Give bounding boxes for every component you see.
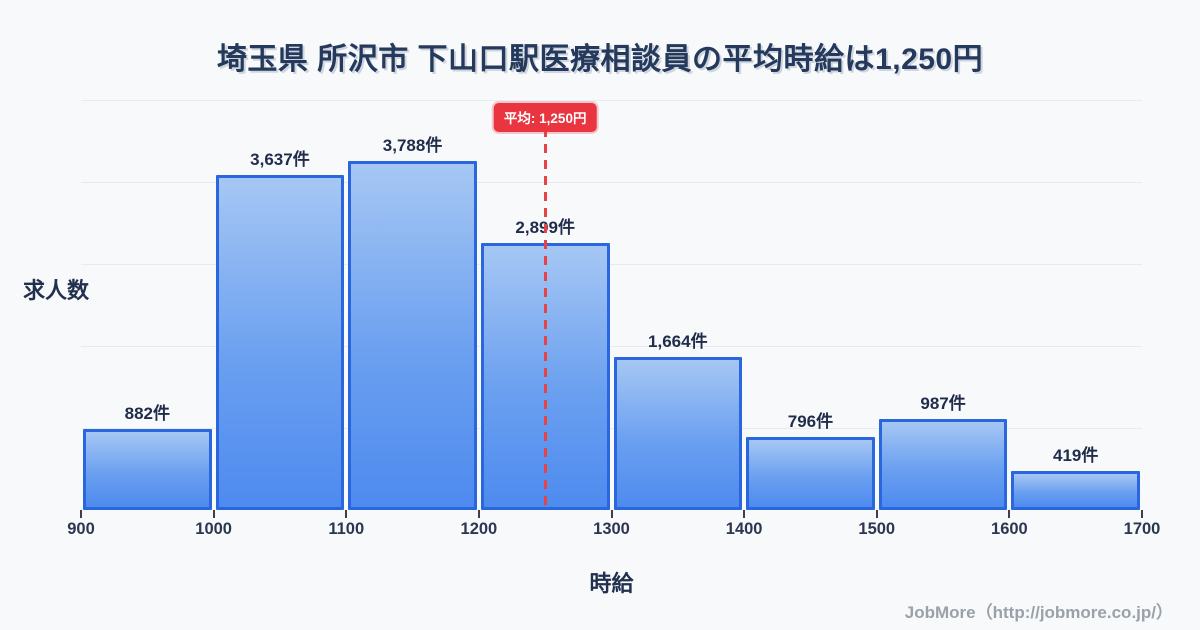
tick-label-1500: 1500 (858, 520, 896, 538)
bar-1300 (613, 356, 743, 510)
tick-mark-1600 (1008, 510, 1011, 518)
gridline (81, 182, 1142, 183)
bar-value-label: 3,788件 (382, 136, 443, 155)
bar-value-label: 3,637件 (250, 149, 310, 169)
bar-1500 (878, 419, 1008, 510)
tick-mark-1400 (743, 510, 746, 518)
tick-label-1300: 1300 (593, 520, 630, 538)
tick-label-1700: 1700 (1123, 520, 1161, 538)
gridline (81, 264, 1142, 265)
y-axis-label: 求人数 (23, 278, 90, 303)
bar-1600 (1011, 471, 1140, 510)
bar-value-label: 1,664件 (648, 331, 708, 351)
bar-1100 (348, 161, 477, 510)
x-axis-label: 時給 (589, 571, 634, 596)
average-badge: 平均: 1,250円 (493, 103, 597, 132)
bar-value-label: 987件 (920, 394, 966, 414)
tick-mark-900 (80, 510, 82, 518)
gridline (81, 100, 1142, 101)
chart-title: 埼玉県 所沢市 下山口駅医療相談員の平均時給は1,250円 (216, 43, 984, 76)
tick-label-1600: 1600 (991, 520, 1028, 538)
tick-label-1400: 1400 (725, 520, 763, 538)
tick-mark-1100 (345, 510, 348, 518)
footer-credit: JobMore（http://jobmore.co.jp/） (904, 603, 1173, 622)
plot-area: 882件3,637件3,788件2,899件1,664件796件987件419件… (81, 100, 1142, 510)
bar-value-label: 419件 (1053, 446, 1099, 466)
bar-900 (83, 428, 212, 510)
average-line (543, 128, 547, 510)
bar-value-label: 882件 (124, 403, 170, 423)
tick-mark-1000 (212, 510, 215, 518)
tick-label-900: 900 (67, 520, 95, 538)
tick-label-1100: 1100 (328, 520, 365, 538)
bar-value-label: 796件 (787, 411, 834, 431)
tick-mark-1200 (477, 510, 480, 518)
tick-mark-1700 (1141, 510, 1143, 518)
tick-label-1200: 1200 (460, 520, 498, 538)
gridline (81, 346, 1142, 347)
bar-1000 (215, 174, 345, 510)
tick-mark-1500 (875, 510, 878, 518)
bar-1400 (746, 436, 875, 510)
tick-label-1000: 1000 (195, 520, 232, 538)
gridline (81, 428, 1142, 429)
tick-mark-1300 (610, 510, 613, 518)
